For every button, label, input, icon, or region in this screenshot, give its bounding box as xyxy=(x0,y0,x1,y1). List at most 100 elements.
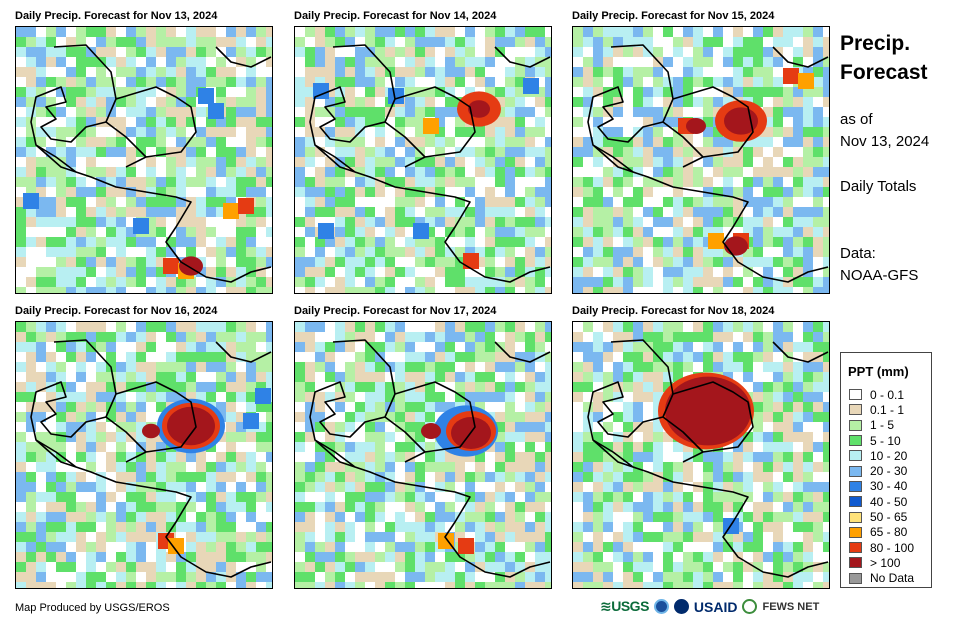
panel-title: Daily Precip. Forecast for Nov 16, 2024 xyxy=(15,305,218,317)
as-of-label: as of xyxy=(840,111,873,128)
precip-map-svg xyxy=(573,322,829,588)
precip-cell xyxy=(313,83,329,99)
precip-background xyxy=(573,322,829,588)
precip-cell xyxy=(438,533,454,549)
precip-background xyxy=(295,27,551,293)
as-of-date: Nov 13, 2024 xyxy=(840,133,930,150)
noaa-logo-icon xyxy=(653,599,669,614)
legend-label: 30 - 40 xyxy=(870,479,908,494)
daily-totals-label: Daily Totals xyxy=(840,178,917,195)
heavy-precip-area xyxy=(686,118,706,134)
precip-cell xyxy=(208,103,224,119)
legend-label: 0 - 0.1 xyxy=(870,387,905,402)
forecast-panel-nov17: Daily Precip. Forecast for Nov 17, 2024 xyxy=(294,305,552,597)
legend-swatch xyxy=(849,450,862,462)
legend-item: 65 - 80 xyxy=(849,525,931,540)
legend-label: 5 - 10 xyxy=(870,433,901,448)
precip-cell xyxy=(388,88,404,104)
credit-text: Map Produced by USGS/EROS xyxy=(15,602,170,614)
heavy-precip-area xyxy=(167,406,215,446)
precip-cell xyxy=(708,233,724,249)
precip-cell xyxy=(163,258,179,274)
panel-title: Daily Precip. Forecast for Nov 14, 2024 xyxy=(294,10,497,22)
heavy-precip-area xyxy=(665,376,751,446)
panel-title: Daily Precip. Forecast for Nov 18, 2024 xyxy=(572,305,775,317)
legend-title: PPT (mm) xyxy=(848,364,909,379)
legend-label: 1 - 5 xyxy=(870,418,895,433)
fews-globe-icon xyxy=(742,599,758,614)
usaid-seal-icon xyxy=(673,599,689,614)
precip-background xyxy=(16,322,272,588)
precip-cell xyxy=(783,68,799,84)
legend-label: > 100 xyxy=(870,555,901,570)
precip-map xyxy=(572,321,830,589)
heavy-precip-area xyxy=(142,423,160,439)
panel-title: Daily Precip. Forecast for Nov 15, 2024 xyxy=(572,10,775,22)
precip-cell xyxy=(413,223,429,239)
precip-map xyxy=(15,26,273,294)
usaid-logo: USAID xyxy=(693,598,738,615)
precip-cell xyxy=(318,223,334,239)
precip-map-svg xyxy=(16,322,272,588)
heavy-precip-area xyxy=(468,100,490,118)
precip-cell xyxy=(255,388,271,404)
legend-item: 1 - 5 xyxy=(849,418,931,433)
legend-item: 50 - 65 xyxy=(849,509,931,524)
usgs-logo: ≋USGS xyxy=(600,598,649,614)
legend-label: 50 - 65 xyxy=(870,510,908,525)
legend-swatch xyxy=(849,542,862,554)
precip-map-svg xyxy=(573,27,829,293)
legend-label: No Data xyxy=(870,571,915,586)
legend-item: 20 - 30 xyxy=(849,463,931,478)
precip-cell xyxy=(168,538,184,554)
country-outline xyxy=(309,44,551,283)
forecast-panel-nov15: Daily Precip. Forecast for Nov 15, 2024 xyxy=(572,10,830,302)
fews-net-logo: FEWS NET xyxy=(762,600,820,613)
precip-cell xyxy=(23,193,39,209)
legend-swatch xyxy=(849,557,862,569)
precip-cell xyxy=(798,73,814,89)
logo-strip: ≋USGS USAID FEWS NET xyxy=(600,598,819,615)
precip-cell xyxy=(198,88,214,104)
precip-map-svg xyxy=(16,27,272,293)
legend-swatch xyxy=(849,480,862,492)
legend-label: 20 - 30 xyxy=(870,464,908,479)
legend-swatch xyxy=(849,511,862,523)
precip-map-svg xyxy=(295,322,551,588)
legend-item: 0.1 - 1 xyxy=(849,402,931,417)
precip-background xyxy=(16,27,272,293)
precip-background xyxy=(573,27,829,293)
forecast-panel-nov16: Daily Precip. Forecast for Nov 16, 2024 xyxy=(15,305,273,597)
heavy-precip-area xyxy=(421,423,441,439)
title-line-2: Forecast xyxy=(840,61,928,84)
forecast-panel-nov14: Daily Precip. Forecast for Nov 14, 2024 xyxy=(294,10,552,302)
legend-swatch xyxy=(849,389,862,401)
data-source-block: Data: NOAA-GFS xyxy=(840,243,918,287)
precip-cell xyxy=(423,118,439,134)
precip-map xyxy=(572,26,830,294)
precip-cell xyxy=(458,538,474,554)
main-title: Precip. Forecast xyxy=(840,29,928,87)
legend-item: 80 - 100 xyxy=(849,540,931,555)
legend-item: 30 - 40 xyxy=(849,479,931,494)
legend-swatch xyxy=(849,435,862,447)
precip-map xyxy=(294,26,552,294)
legend-item: No Data xyxy=(849,571,931,586)
country-outline xyxy=(309,339,551,578)
legend-label: 10 - 20 xyxy=(870,448,908,463)
precip-cell xyxy=(463,253,479,269)
precip-cell xyxy=(133,218,149,234)
heavy-precip-area xyxy=(724,236,748,256)
forecast-panel-nov13: Daily Precip. Forecast for Nov 13, 2024 xyxy=(15,10,273,302)
precip-cell xyxy=(223,203,239,219)
legend-item: 40 - 50 xyxy=(849,494,931,509)
legend-label: 0.1 - 1 xyxy=(870,402,905,417)
legend-label: 65 - 80 xyxy=(870,525,908,540)
precip-map xyxy=(15,321,273,589)
legend-label: 40 - 50 xyxy=(870,494,908,509)
legend-item: > 100 xyxy=(849,555,931,570)
as-of-block: as of Nov 13, 2024 xyxy=(840,109,929,153)
legend-item: 0 - 0.1 xyxy=(849,387,931,402)
